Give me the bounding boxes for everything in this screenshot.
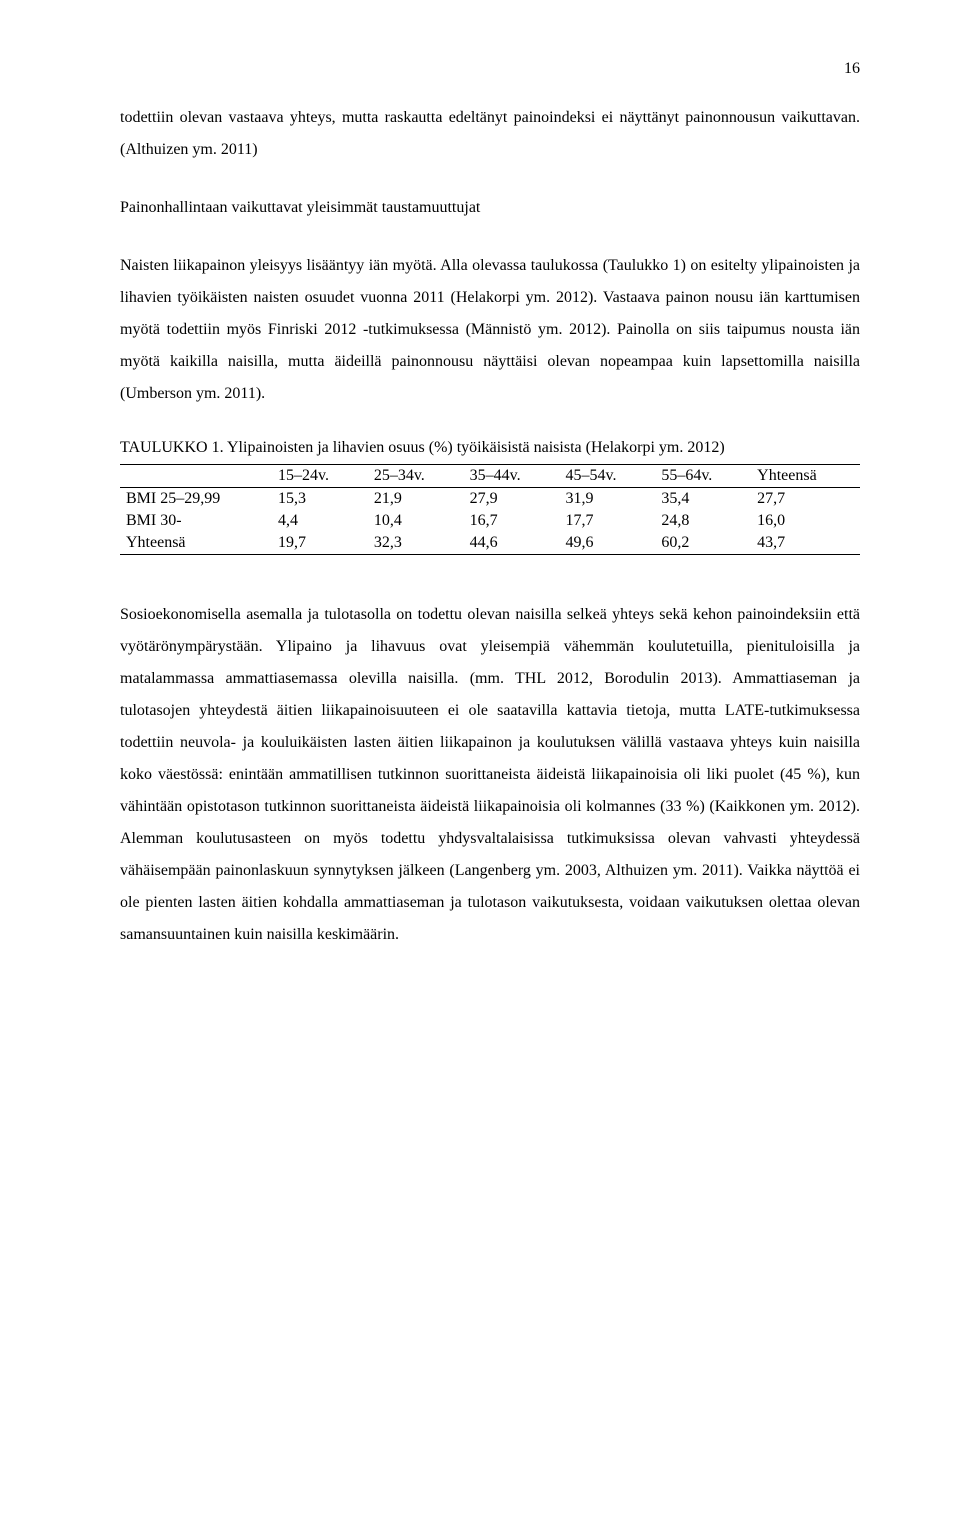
col-header: 25–34v. — [368, 465, 464, 488]
row-label: Yhteensä — [120, 532, 272, 555]
table-cell: 16,7 — [464, 510, 560, 532]
paragraph-3: Naisten liikapainon yleisyys lisääntyy i… — [120, 250, 860, 410]
table-cell: 32,3 — [368, 532, 464, 555]
row-label: BMI 25–29,99 — [120, 488, 272, 511]
col-header: Yhteensä — [751, 465, 860, 488]
table-cell: 27,7 — [751, 488, 860, 511]
table-cell: 17,7 — [559, 510, 655, 532]
page-number: 16 — [120, 60, 860, 78]
table-cell: 49,6 — [559, 532, 655, 555]
table-cell: 19,7 — [272, 532, 368, 555]
table-row: Yhteensä 19,7 32,3 44,6 49,6 60,2 43,7 — [120, 532, 860, 555]
col-header — [120, 465, 272, 488]
table-row: BMI 30- 4,4 10,4 16,7 17,7 24,8 16,0 — [120, 510, 860, 532]
table-cell: 31,9 — [559, 488, 655, 511]
table-cell: 4,4 — [272, 510, 368, 532]
table-cell: 24,8 — [655, 510, 751, 532]
col-header: 15–24v. — [272, 465, 368, 488]
table-header-row: 15–24v. 25–34v. 35–44v. 45–54v. 55–64v. … — [120, 465, 860, 488]
col-header: 45–54v. — [559, 465, 655, 488]
col-header: 35–44v. — [464, 465, 560, 488]
row-label: BMI 30- — [120, 510, 272, 532]
table-cell: 44,6 — [464, 532, 560, 555]
col-header: 55–64v. — [655, 465, 751, 488]
table-caption: TAULUKKO 1. Ylipainoisten ja lihavien os… — [120, 436, 860, 460]
bmi-table: 15–24v. 25–34v. 35–44v. 45–54v. 55–64v. … — [120, 464, 860, 555]
table-cell: 35,4 — [655, 488, 751, 511]
table-cell: 16,0 — [751, 510, 860, 532]
table-row: BMI 25–29,99 15,3 21,9 27,9 31,9 35,4 27… — [120, 488, 860, 511]
paragraph-1: todettiin olevan vastaava yhteys, mutta … — [120, 102, 860, 166]
table-cell: 27,9 — [464, 488, 560, 511]
table-cell: 60,2 — [655, 532, 751, 555]
table-cell: 10,4 — [368, 510, 464, 532]
table-cell: 21,9 — [368, 488, 464, 511]
section-intro: Painonhallintaan vaikuttavat yleisimmät … — [120, 192, 860, 224]
page-container: 16 todettiin olevan vastaava yhteys, mut… — [0, 0, 960, 1523]
paragraph-4: Sosioekonomisella asemalla ja tulotasoll… — [120, 599, 860, 951]
table-cell: 43,7 — [751, 532, 860, 555]
table-cell: 15,3 — [272, 488, 368, 511]
